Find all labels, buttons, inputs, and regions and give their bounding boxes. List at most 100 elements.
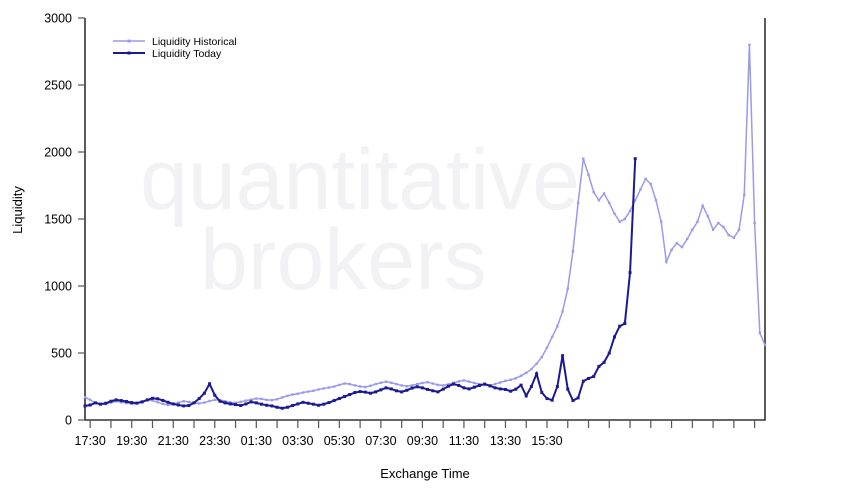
- data-point: [301, 391, 305, 394]
- data-point: [530, 367, 533, 371]
- data-point: [743, 193, 746, 197]
- data-point: [255, 397, 258, 400]
- data-point: [597, 199, 601, 202]
- data-point: [311, 402, 315, 406]
- data-point: [317, 388, 320, 391]
- data-point: [514, 376, 518, 380]
- data-point: [556, 325, 559, 328]
- data-point: [244, 399, 248, 402]
- data-point: [275, 398, 279, 401]
- data-point: [286, 394, 289, 398]
- data-point: [301, 400, 305, 404]
- data-point: [602, 360, 606, 364]
- data-point: [125, 401, 128, 405]
- data-point: [363, 390, 367, 394]
- x-tick-label: 01:30: [241, 434, 272, 448]
- data-point: [343, 395, 347, 399]
- data-point: [213, 398, 216, 402]
- data-point: [395, 382, 398, 386]
- data-series: [83, 43, 767, 410]
- data-point: [104, 401, 108, 405]
- data-point: [270, 404, 274, 408]
- data-point: [259, 402, 263, 406]
- data-point: [120, 401, 123, 404]
- data-point: [405, 388, 409, 392]
- data-point: [509, 378, 512, 381]
- data-point: [457, 383, 461, 387]
- data-point: [737, 228, 741, 231]
- data-point: [628, 209, 632, 213]
- data-point: [571, 249, 575, 253]
- data-point: [150, 396, 154, 400]
- legend-label[interactable]: Liquidity Today: [152, 48, 222, 60]
- data-point: [732, 236, 736, 239]
- x-axis-ticks: [89, 420, 756, 428]
- data-point: [498, 387, 502, 391]
- data-point: [592, 191, 595, 194]
- axis-frame: [84, 18, 766, 421]
- data-point: [88, 398, 92, 402]
- data-point: [88, 403, 92, 407]
- data-point: [483, 382, 487, 386]
- data-point: [416, 382, 419, 386]
- data-point: [452, 382, 456, 386]
- data-point: [229, 401, 232, 404]
- legend-label[interactable]: Liquidity Historical: [152, 36, 237, 48]
- legend-marker: [127, 39, 131, 43]
- data-point: [312, 389, 315, 392]
- data-point: [119, 399, 123, 403]
- data-point: [327, 386, 331, 389]
- data-point: [296, 402, 300, 406]
- data-point: [197, 397, 201, 401]
- data-point: [374, 382, 377, 386]
- data-point: [535, 362, 538, 365]
- data-point: [332, 399, 336, 403]
- data-point: [566, 387, 570, 391]
- x-tick-label: 19:30: [116, 434, 147, 448]
- data-point: [125, 400, 129, 404]
- data-point: [145, 398, 149, 402]
- data-point: [270, 398, 274, 402]
- data-point: [441, 384, 445, 387]
- data-point: [291, 393, 294, 396]
- data-point: [83, 396, 87, 399]
- data-point: [462, 379, 466, 382]
- data-point: [161, 398, 165, 402]
- y-tick-label: 1500: [44, 213, 72, 227]
- data-point: [426, 387, 430, 391]
- data-point: [249, 400, 253, 404]
- data-point: [353, 384, 357, 387]
- data-point: [478, 383, 481, 387]
- data-point: [405, 385, 409, 388]
- data-point: [317, 403, 321, 407]
- x-axis-title: Exchange Time: [380, 466, 470, 481]
- data-point: [390, 381, 393, 384]
- data-point: [369, 384, 372, 388]
- data-point: [322, 387, 325, 390]
- data-point: [753, 221, 756, 225]
- x-tick-label: 11:30: [449, 434, 479, 448]
- data-point: [447, 383, 450, 386]
- data-point: [436, 390, 440, 394]
- data-point: [166, 403, 170, 407]
- x-tick-label: 05:30: [324, 434, 355, 448]
- axes: 0 500 1000 1500 2000 2500 3000 17:30 19:30 21:30…: [44, 12, 766, 448]
- data-point: [519, 383, 523, 387]
- data-point: [171, 402, 175, 406]
- data-point: [83, 404, 87, 408]
- data-point: [379, 388, 383, 392]
- data-point: [280, 406, 284, 410]
- data-point: [613, 212, 616, 215]
- data-point: [582, 157, 585, 160]
- data-point: [348, 393, 352, 397]
- data-point: [166, 400, 170, 404]
- data-point: [493, 386, 497, 390]
- data-point: [410, 384, 414, 387]
- series-liquidity-today: [83, 157, 637, 410]
- data-point: [260, 397, 263, 401]
- data-point: [265, 403, 269, 407]
- data-point: [182, 400, 185, 403]
- data-point: [176, 403, 180, 407]
- data-point: [161, 402, 165, 406]
- data-point: [213, 393, 217, 397]
